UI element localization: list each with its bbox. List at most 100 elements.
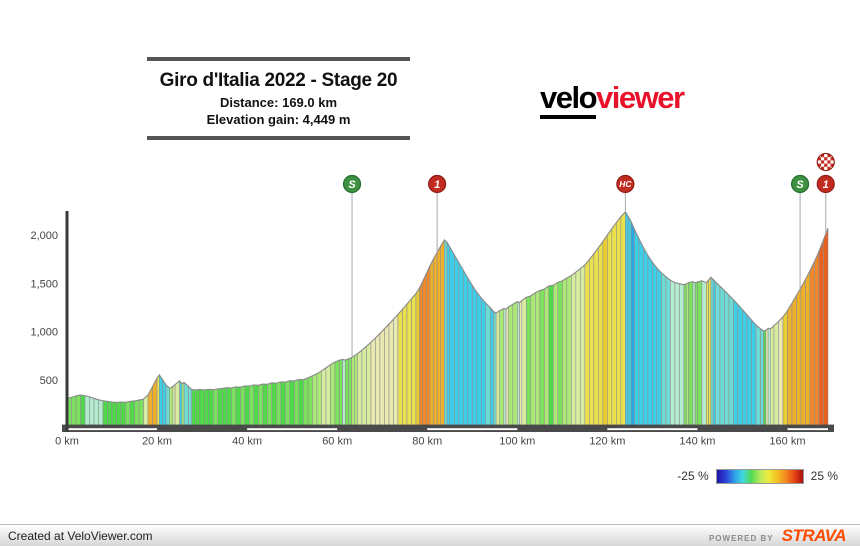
profile-gradient-segment bbox=[679, 283, 685, 429]
profile-gradient-segment bbox=[512, 301, 518, 429]
profile-gradient-segment bbox=[548, 284, 554, 429]
profile-gradient-segment bbox=[652, 261, 658, 429]
profile-gradient-segment bbox=[411, 292, 417, 429]
profile-gradient-segment bbox=[162, 378, 167, 429]
profile-gradient-segment bbox=[344, 358, 349, 429]
profile-gradient-segment bbox=[643, 246, 649, 429]
profile-gradient-segment bbox=[342, 359, 346, 429]
profile-gradient-segment bbox=[530, 292, 536, 429]
profile-gradient-segment bbox=[426, 265, 431, 429]
profile-gradient-segment bbox=[724, 289, 730, 429]
profile-gradient-segment bbox=[719, 285, 725, 429]
stage-title-box: Giro d'Italia 2022 - Stage 20 Distance: … bbox=[147, 57, 410, 140]
profile-gradient-segment bbox=[294, 379, 300, 429]
profile-gradient-segment bbox=[697, 280, 703, 429]
profile-gradient-segment bbox=[258, 383, 264, 429]
distance-bar-stripe bbox=[427, 428, 518, 431]
profile-gradient-segment bbox=[503, 308, 507, 429]
profile-gradient-segment bbox=[98, 399, 104, 429]
profile-gradient-segment bbox=[307, 375, 313, 429]
profile-gradient-segment bbox=[521, 296, 527, 429]
profile-gradient-segment bbox=[562, 277, 568, 429]
profile-gradient-segment bbox=[195, 389, 201, 429]
profile-gradient-segment bbox=[446, 241, 451, 429]
profile-gradient-segment bbox=[611, 221, 617, 429]
profile-gradient-segment bbox=[634, 229, 640, 429]
profile-gradient-segment bbox=[571, 271, 577, 429]
profile-gradient-segment bbox=[708, 276, 712, 429]
profile-gradient-segment bbox=[156, 374, 160, 429]
title-box-bottom-rule bbox=[147, 136, 410, 140]
profile-gradient-segment bbox=[694, 281, 698, 429]
y-tick-label: 1,000 bbox=[30, 327, 58, 339]
profile-gradient-segment bbox=[267, 382, 273, 429]
profile-gradient-segment bbox=[656, 267, 662, 429]
profile-gradient-segment bbox=[325, 364, 331, 429]
profile-gradient-segment bbox=[433, 251, 438, 429]
profile-gradient-segment bbox=[280, 381, 286, 429]
profile-gradient-segment bbox=[710, 276, 714, 429]
profile-gradient-segment bbox=[172, 383, 176, 429]
profile-gradient-segment bbox=[348, 357, 352, 429]
profile-gradient-segment bbox=[453, 253, 460, 429]
profile-gradient-segment bbox=[770, 324, 775, 429]
profile-gradient-segment bbox=[179, 379, 183, 429]
profile-gradient-segment bbox=[665, 276, 671, 429]
finish-flag-check bbox=[824, 154, 828, 158]
x-tick-label: 40 km bbox=[232, 436, 262, 448]
profile-gradient-segment bbox=[462, 269, 469, 429]
x-tick-label: 60 km bbox=[322, 436, 352, 448]
profile-gradient-segment bbox=[661, 272, 667, 429]
profile-gradient-segment bbox=[370, 337, 376, 429]
profile-gradient-segment bbox=[602, 233, 608, 429]
profile-gradient-segment bbox=[276, 381, 282, 429]
profile-gradient-segment bbox=[593, 246, 599, 429]
profile-gradient-segment bbox=[183, 381, 189, 429]
profile-gradient-segment bbox=[712, 278, 716, 429]
profile-gradient-segment bbox=[181, 381, 185, 429]
profile-gradient-segment bbox=[298, 379, 304, 429]
profile-gradient-segment bbox=[728, 294, 734, 429]
distance-bar-stripe bbox=[607, 428, 698, 431]
stage-distance: Distance: 169.0 km bbox=[219, 95, 338, 110]
footer-credit-text: Created at VeloViewer.com bbox=[8, 528, 153, 543]
profile-gradient-segment bbox=[361, 345, 367, 429]
profile-gradient-segment bbox=[84, 395, 90, 429]
stage-elevation-gain: Elevation gain: 4,449 m bbox=[206, 112, 351, 127]
profile-gradient-segment bbox=[616, 215, 622, 429]
profile-gradient-segment bbox=[415, 286, 420, 429]
profile-gradient-segment bbox=[213, 388, 219, 429]
gradient-legend: -25 % 25 % bbox=[677, 467, 838, 485]
profile-gradient-segment bbox=[495, 310, 500, 429]
profile-gradient-segment bbox=[625, 210, 629, 429]
distance-bar-stripe bbox=[247, 428, 338, 431]
profile-gradient-segment bbox=[742, 308, 748, 429]
profile-gradient-segment bbox=[471, 284, 478, 429]
profile-gradient-segment bbox=[125, 401, 131, 429]
profile-gradient-segment bbox=[733, 298, 739, 429]
marker-label: 1 bbox=[434, 179, 440, 191]
profile-gradient-segment bbox=[303, 377, 309, 429]
profile-gradient-segment bbox=[566, 275, 572, 429]
profile-gradient-segment bbox=[226, 387, 232, 429]
marker-sprint-icon bbox=[342, 174, 362, 194]
profile-gradient-segment bbox=[134, 399, 140, 429]
profile-gradient-segment bbox=[557, 280, 563, 429]
x-tick-label: 140 km bbox=[679, 436, 715, 448]
legend-min-label: -25 % bbox=[677, 469, 709, 483]
profile-gradient-segment bbox=[767, 327, 771, 429]
y-tick-label: 500 bbox=[40, 375, 58, 387]
profile-gradient-segment bbox=[701, 280, 707, 429]
profile-gradient-segment bbox=[688, 281, 694, 429]
profile-gradient-segment bbox=[773, 320, 779, 429]
profile-gradient-segment bbox=[436, 244, 442, 429]
profile-gradient-segment bbox=[366, 341, 372, 429]
profile-gradient-segment bbox=[505, 306, 509, 429]
profile-gradient-segment bbox=[507, 303, 514, 429]
profile-gradient-segment bbox=[598, 240, 604, 429]
marker-cat1-icon bbox=[428, 174, 447, 194]
profile-gradient-segment bbox=[262, 383, 268, 429]
profile-gradient-segment bbox=[169, 386, 174, 429]
profile-gradient-segment bbox=[388, 318, 394, 429]
